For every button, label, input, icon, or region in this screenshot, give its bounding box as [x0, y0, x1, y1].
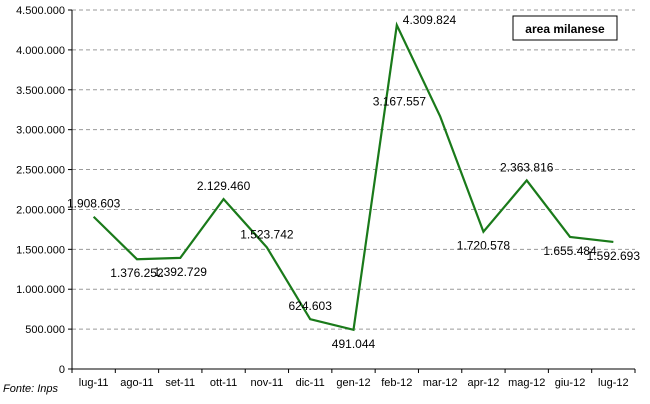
x-tick-label: ott-11: [210, 377, 237, 389]
y-tick-label: 0: [59, 364, 65, 376]
data-label: 1.720.578: [457, 239, 511, 253]
y-tick-label: 4.500.000: [16, 5, 65, 17]
data-label: 4.309.824: [403, 13, 457, 27]
x-tick-label: gen-12: [336, 377, 370, 389]
y-tick-label: 4.000.000: [16, 45, 65, 57]
y-tick-label: 2.500.000: [16, 165, 65, 177]
grid-lines: [72, 9, 635, 330]
data-label: 1.592.693: [587, 249, 641, 263]
y-tick-label: 1.000.000: [16, 284, 65, 296]
x-tick-label: mar-12: [423, 377, 458, 389]
x-tick-label: giu-12: [555, 377, 586, 389]
x-tick-label: lug-12: [598, 377, 629, 389]
data-label: 1.655.484: [543, 244, 597, 258]
data-label: 624.603: [288, 299, 332, 313]
x-tick-label: dic-11: [296, 377, 325, 389]
x-tick-label: nov-11: [250, 377, 283, 389]
x-tick-label: ago-11: [120, 377, 153, 389]
data-label: 2.129.460: [197, 179, 251, 193]
data-label: 1.908.603: [67, 197, 121, 211]
x-tick-label: set-11: [165, 377, 195, 389]
data-label: 3.167.557: [373, 94, 427, 108]
data-label: 1.376.252: [110, 266, 164, 280]
y-axis-ticks: 0 500.000 1.000.000 1.500.000 2.000.000 2.500…: [16, 5, 72, 376]
series-area-milanese: [92, 21, 614, 332]
data-label: 1.523.742: [240, 227, 294, 241]
x-tick-label: mag-12: [508, 377, 545, 389]
source-note: Fonte: Inps: [3, 383, 59, 395]
x-tick-label: feb-12: [381, 377, 412, 389]
series-line: [92, 21, 614, 332]
y-tick-label: 3.500.000: [16, 85, 65, 97]
y-tick-label: 500.000: [25, 324, 65, 336]
y-tick-label: 2.000.000: [16, 204, 65, 216]
data-label: 2.363.816: [500, 160, 554, 174]
y-tick-label: 3.000.000: [16, 125, 65, 137]
legend-label: area milanese: [525, 22, 605, 36]
data-label: 491.044: [332, 337, 376, 351]
y-tick-label: 1.500.000: [16, 244, 65, 256]
x-tick-label: apr-12: [468, 377, 500, 389]
x-axis-ticks: lug-11 ago-11 set-11 ott-11 nov-11 dic-11 gen-…: [71, 369, 636, 389]
legend: area milanese: [512, 15, 618, 41]
data-label: 1.392.729: [154, 265, 208, 279]
legend-box: [512, 15, 618, 41]
x-tick-label: lug-11: [79, 377, 109, 389]
